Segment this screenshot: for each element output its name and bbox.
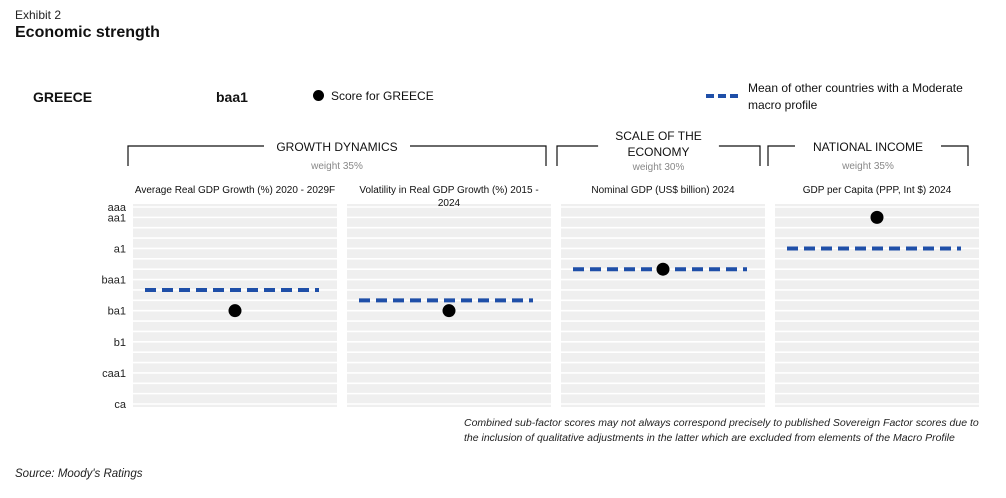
group-weight: weight 30% — [632, 162, 685, 173]
y-tick-label: baa1 — [102, 275, 126, 287]
panel-title: Nominal GDP (US$ billion) 2024 — [591, 185, 735, 196]
group-bracket-left — [556, 145, 599, 166]
panel-background-4 — [775, 204, 979, 407]
country-name: GREECE — [33, 89, 93, 105]
group-bracket-left — [767, 145, 795, 166]
footnote-line-2: the inclusion of qualitative adjustments… — [464, 432, 955, 444]
score-point-4 — [870, 210, 884, 224]
panel-title: Volatility in Real GDP Growth (%) 2015 - — [359, 185, 538, 196]
source-note: Source: Moody's Ratings — [15, 468, 143, 480]
legend-mean-marker — [706, 94, 738, 98]
y-tick-label: ca — [114, 399, 127, 411]
country-score: baa1 — [216, 89, 248, 105]
y-tick-label: ba1 — [108, 306, 126, 318]
group-weight: weight 35% — [841, 161, 894, 172]
legend-score-label: Score for GREECE — [331, 89, 434, 103]
group-bracket-right — [410, 145, 547, 166]
group-weight: weight 35% — [310, 161, 363, 172]
group-title: SCALE OF THE — [615, 129, 701, 143]
group-bracket-left — [127, 145, 264, 166]
group-bracket-right — [941, 145, 969, 166]
y-tick-label: aa1 — [108, 212, 126, 224]
panel-title: 2024 — [438, 198, 461, 209]
panel-background-3 — [561, 204, 765, 407]
score-point-3 — [656, 262, 670, 276]
chart-title: Economic strength — [15, 24, 160, 41]
y-tick-label: b1 — [114, 337, 126, 349]
group-title: ECONOMY — [627, 145, 689, 159]
group-title: GROWTH DYNAMICS — [276, 140, 397, 154]
group-bracket-right — [718, 145, 761, 166]
legend-mean-label: Mean of other countries with a Moderate … — [748, 81, 963, 112]
panel-title: Average Real GDP Growth (%) 2020 - 2029F — [135, 185, 335, 196]
footnote: Combined sub-factor scores may not alway… — [464, 416, 984, 446]
y-tick-label: a1 — [114, 243, 126, 255]
footnote-line-1: Combined sub-factor scores may not alway… — [464, 417, 979, 429]
panel-title: GDP per Capita (PPP, Int $) 2024 — [803, 185, 952, 196]
group-title: NATIONAL INCOME — [813, 140, 923, 154]
exhibit-label: Exhibit 2 — [15, 8, 62, 22]
score-point-2 — [442, 304, 456, 318]
y-tick-label: caa1 — [102, 368, 126, 380]
score-point-1 — [228, 304, 242, 318]
legend-score-marker — [313, 90, 324, 101]
y-tick-label: aaa — [108, 202, 127, 214]
